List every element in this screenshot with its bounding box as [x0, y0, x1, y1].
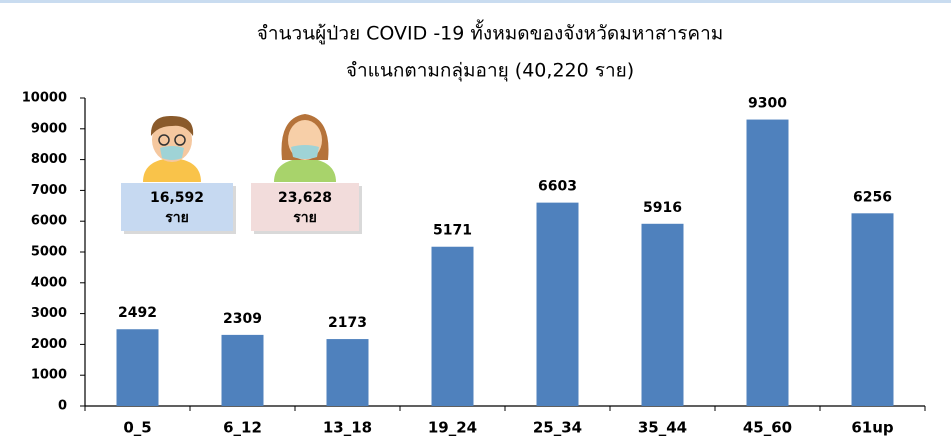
y-tick-label: 7000	[31, 183, 67, 198]
y-tick-label: 6000	[31, 214, 67, 229]
x-tick-label: 61up	[851, 419, 894, 437]
annotation-label: 23,628	[278, 190, 332, 206]
chart: จำนวนผู้ป่วย COVID -19 ทั้งหมดของจังหวัด…	[0, 0, 951, 442]
y-tick-label: 5000	[31, 245, 67, 260]
top-border	[0, 0, 951, 3]
y-tick-label: 8000	[31, 152, 67, 167]
x-tick-label: 0_5	[123, 419, 151, 437]
bar	[642, 224, 684, 406]
x-tick-label: 45_60	[743, 419, 792, 437]
y-tick-label: 9000	[31, 121, 67, 136]
x-tick-label: 6_12	[223, 419, 262, 437]
annotation-label: 16,592	[150, 190, 204, 206]
value-label: 6603	[538, 179, 577, 195]
value-label: 2309	[223, 311, 262, 327]
annotation-sublabel: ราย	[293, 210, 317, 226]
y-tick-label: 0	[58, 399, 67, 414]
bar	[537, 203, 579, 406]
y-tick-label: 2000	[31, 337, 67, 352]
value-label: 2492	[118, 305, 157, 321]
value-label: 5171	[433, 223, 472, 239]
value-label: 5916	[643, 200, 682, 216]
bar	[432, 247, 474, 406]
male-icon	[143, 116, 201, 182]
bar	[222, 335, 264, 406]
x-tick-label: 19_24	[428, 419, 477, 437]
value-label: 6256	[853, 189, 892, 205]
x-tick-label: 25_34	[533, 419, 582, 437]
y-tick-label: 1000	[31, 368, 67, 383]
bar	[747, 120, 789, 406]
chart-subtitle: จำแนกตามกลุ่มอายุ (40,220 ราย)	[346, 60, 634, 83]
bar	[327, 339, 369, 406]
female-icon	[274, 114, 336, 182]
y-tick-label: 3000	[31, 306, 67, 321]
bar	[117, 329, 159, 406]
y-tick-label: 4000	[31, 275, 67, 290]
x-tick-label: 35_44	[638, 419, 687, 437]
x-tick-label: 13_18	[323, 419, 372, 437]
value-label: 9300	[748, 96, 787, 112]
value-label: 2173	[328, 315, 367, 331]
chart-title: จำนวนผู้ป่วย COVID -19 ทั้งหมดของจังหวัด…	[257, 20, 724, 45]
annotation-sublabel: ราย	[165, 210, 189, 226]
y-tick-label: 10000	[22, 91, 67, 106]
bar	[852, 213, 894, 406]
